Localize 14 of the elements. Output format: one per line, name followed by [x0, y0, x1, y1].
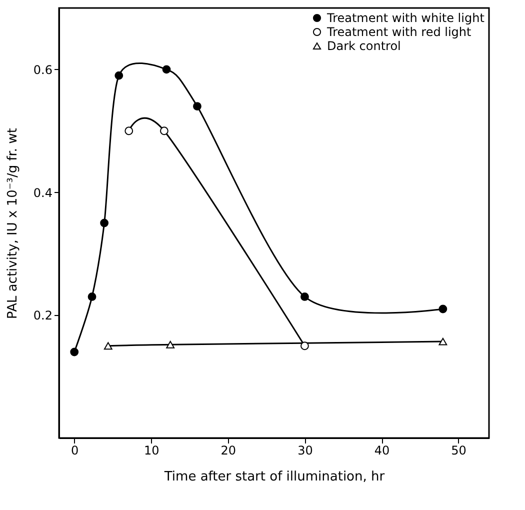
- y-tick-label: 0.6: [33, 62, 52, 77]
- y-tick-label: 0.2: [33, 308, 52, 323]
- x-axis-title: Time after start of illumination, hr: [163, 470, 386, 484]
- legend-label: Treatment with white light: [326, 11, 485, 25]
- y-tick-label: 0.4: [33, 186, 52, 200]
- legend-label: Dark control: [327, 39, 401, 53]
- x-tick-label: 40: [374, 444, 390, 458]
- x-tick-label: 50: [451, 444, 466, 458]
- x-tick-label: 30: [298, 444, 313, 458]
- x-tick-label: 0: [71, 444, 79, 458]
- x-tick-label: 10: [144, 444, 160, 458]
- y-axis-title: PAL activity, IU x 10⁻³/g fr. wt: [5, 128, 20, 319]
- x-tick-label: 20: [220, 444, 236, 458]
- legend-label: Treatment with red light: [326, 25, 472, 39]
